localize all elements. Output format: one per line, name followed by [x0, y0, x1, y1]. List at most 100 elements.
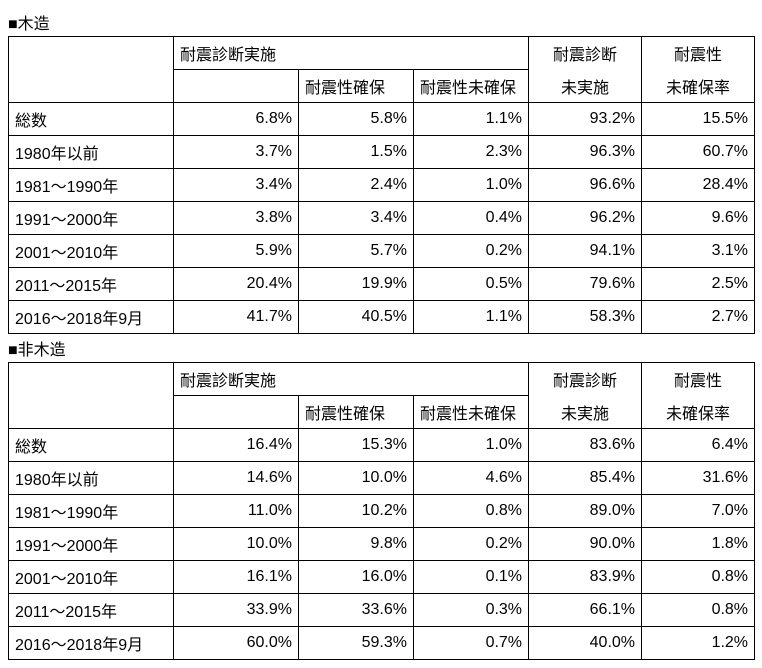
cell-value: 93.2%: [529, 103, 642, 136]
cell-value: 19.9%: [299, 268, 414, 301]
col-label-blank: [9, 37, 174, 103]
cell-value: 0.2%: [414, 528, 529, 561]
cell-value: 5.9%: [174, 235, 299, 268]
cell-value: 16.4%: [174, 429, 299, 462]
cell-value: 14.6%: [174, 462, 299, 495]
cell-value: 0.7%: [414, 627, 529, 660]
cell-value: 0.2%: [414, 235, 529, 268]
col-notdone-l1: 耐震診断: [529, 37, 642, 70]
row-label: 2016～2018年9月: [9, 301, 174, 334]
cell-value: 28.4%: [642, 169, 755, 202]
cell-value: 60.7%: [642, 136, 755, 169]
cell-value: 5.8%: [299, 103, 414, 136]
col-label-blank: [9, 363, 174, 429]
cell-value: 59.3%: [299, 627, 414, 660]
table-row: 2016～2018年9月41.7%40.5%1.1%58.3%2.7%: [9, 301, 755, 334]
cell-value: 3.1%: [642, 235, 755, 268]
col-sub-secure: 耐震性確保: [299, 396, 414, 429]
cell-value: 1.5%: [299, 136, 414, 169]
cell-value: 1.1%: [414, 103, 529, 136]
cell-value: 2.4%: [299, 169, 414, 202]
col-sub-blank: [174, 70, 299, 103]
row-label: 1981～1990年: [9, 495, 174, 528]
cell-value: 1.0%: [414, 429, 529, 462]
cell-value: 1.8%: [642, 528, 755, 561]
cell-value: 2.3%: [414, 136, 529, 169]
cell-value: 96.3%: [529, 136, 642, 169]
cell-value: 9.8%: [299, 528, 414, 561]
table-row: 2001～2010年5.9%5.7%0.2%94.1%3.1%: [9, 235, 755, 268]
cell-value: 83.6%: [529, 429, 642, 462]
col-unsecure-rate-l2: 未確保率: [642, 70, 755, 103]
col-notdone-l2: 未実施: [529, 70, 642, 103]
row-label: 1981～1990年: [9, 169, 174, 202]
cell-value: 94.1%: [529, 235, 642, 268]
cell-value: 58.3%: [529, 301, 642, 334]
cell-value: 16.1%: [174, 561, 299, 594]
row-label: 1980年以前: [9, 136, 174, 169]
col-sub-unsecure: 耐震性未確保: [414, 396, 529, 429]
row-label: 総数: [9, 429, 174, 462]
cell-value: 1.2%: [642, 627, 755, 660]
section-title-nonwood: ■非木造: [8, 336, 754, 360]
cell-value: 6.4%: [642, 429, 755, 462]
col-sub-unsecure: 耐震性未確保: [414, 70, 529, 103]
cell-value: 96.6%: [529, 169, 642, 202]
cell-value: 7.0%: [642, 495, 755, 528]
cell-value: 5.7%: [299, 235, 414, 268]
table-row: 1991～2000年10.0%9.8%0.2%90.0%1.8%: [9, 528, 755, 561]
cell-value: 66.1%: [529, 594, 642, 627]
cell-value: 3.8%: [174, 202, 299, 235]
cell-value: 40.0%: [529, 627, 642, 660]
cell-value: 0.5%: [414, 268, 529, 301]
cell-value: 20.4%: [174, 268, 299, 301]
col-sub-secure: 耐震性確保: [299, 70, 414, 103]
cell-value: 0.8%: [642, 594, 755, 627]
table-wood: 耐震診断実施 耐震診断 耐震性 耐震性確保 耐震性未確保 未実施 未確保率 総数…: [8, 36, 755, 334]
cell-value: 9.6%: [642, 202, 755, 235]
cell-value: 0.3%: [414, 594, 529, 627]
cell-value: 0.4%: [414, 202, 529, 235]
cell-value: 90.0%: [529, 528, 642, 561]
cell-value: 1.0%: [414, 169, 529, 202]
row-label: 2011～2015年: [9, 268, 174, 301]
cell-value: 15.5%: [642, 103, 755, 136]
cell-value: 4.6%: [414, 462, 529, 495]
cell-value: 6.8%: [174, 103, 299, 136]
section-title-wood: ■木造: [8, 10, 754, 34]
col-notdone-l2: 未実施: [529, 396, 642, 429]
cell-value: 0.8%: [414, 495, 529, 528]
table-row: 2011～2015年20.4%19.9%0.5%79.6%2.5%: [9, 268, 755, 301]
table-row: 1981～1990年11.0%10.2%0.8%89.0%7.0%: [9, 495, 755, 528]
table-row: 2016～2018年9月60.0%59.3%0.7%40.0%1.2%: [9, 627, 755, 660]
col-unsecure-rate-l2: 未確保率: [642, 396, 755, 429]
cell-value: 79.6%: [529, 268, 642, 301]
cell-value: 33.6%: [299, 594, 414, 627]
cell-value: 96.2%: [529, 202, 642, 235]
cell-value: 11.0%: [174, 495, 299, 528]
table-row: 1981～1990年3.4%2.4%1.0%96.6%28.4%: [9, 169, 755, 202]
cell-value: 31.6%: [642, 462, 755, 495]
cell-value: 3.4%: [174, 169, 299, 202]
row-label: 総数: [9, 103, 174, 136]
table-row: 2001～2010年16.1%16.0%0.1%83.9%0.8%: [9, 561, 755, 594]
cell-value: 1.1%: [414, 301, 529, 334]
col-group-diagnosis: 耐震診断実施: [174, 37, 529, 70]
cell-value: 3.4%: [299, 202, 414, 235]
table-row: 総数6.8%5.8%1.1%93.2%15.5%: [9, 103, 755, 136]
cell-value: 0.8%: [642, 561, 755, 594]
cell-value: 41.7%: [174, 301, 299, 334]
col-unsecure-rate-l1: 耐震性: [642, 363, 755, 396]
table-row: 1991～2000年3.8%3.4%0.4%96.2%9.6%: [9, 202, 755, 235]
row-label: 2011～2015年: [9, 594, 174, 627]
row-label: 1991～2000年: [9, 528, 174, 561]
cell-value: 10.2%: [299, 495, 414, 528]
table-body-wood: 総数6.8%5.8%1.1%93.2%15.5%1980年以前3.7%1.5%2…: [9, 103, 755, 334]
row-label: 2001～2010年: [9, 561, 174, 594]
cell-value: 2.7%: [642, 301, 755, 334]
col-unsecure-rate-l1: 耐震性: [642, 37, 755, 70]
cell-value: 85.4%: [529, 462, 642, 495]
cell-value: 89.0%: [529, 495, 642, 528]
cell-value: 0.1%: [414, 561, 529, 594]
cell-value: 83.9%: [529, 561, 642, 594]
